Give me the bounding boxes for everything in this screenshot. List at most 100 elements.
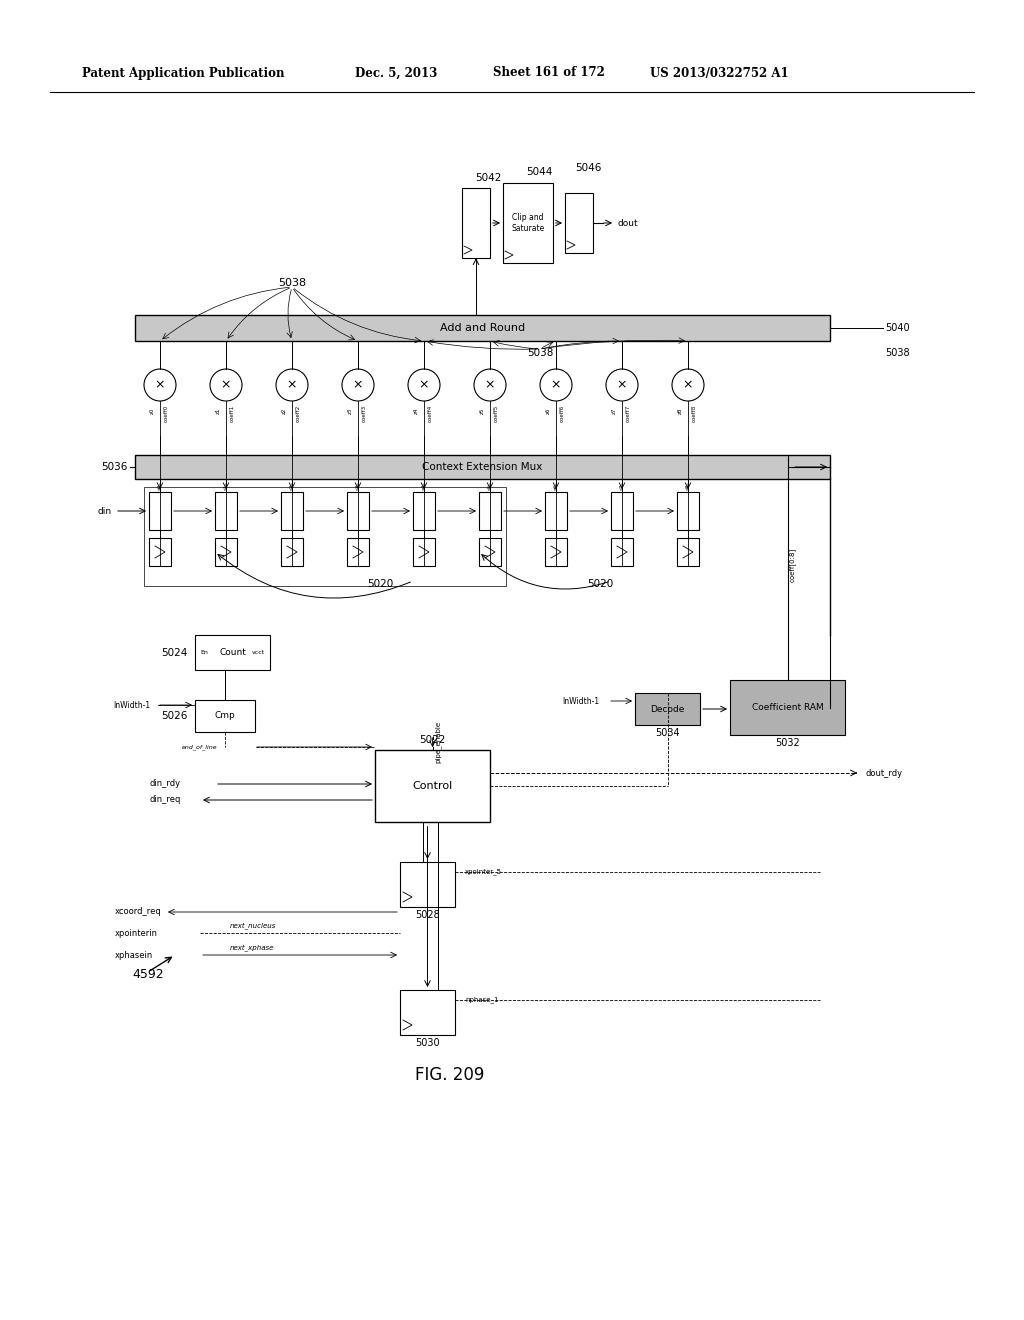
Text: z7: z7: [611, 408, 616, 414]
Text: coeff[0:8]: coeff[0:8]: [790, 548, 796, 582]
Bar: [400, 990, 455, 1035]
Text: coeff5: coeff5: [494, 404, 499, 421]
Bar: [730, 680, 845, 735]
Bar: [565, 193, 593, 253]
Text: En: En: [200, 649, 208, 655]
Bar: [150, 492, 171, 531]
Text: s2: s2: [290, 484, 295, 490]
Circle shape: [408, 370, 440, 401]
Bar: [413, 492, 435, 531]
Text: end_of_line: end_of_line: [182, 744, 218, 750]
Text: 5042: 5042: [475, 173, 502, 183]
Bar: [375, 750, 490, 822]
Text: s4: s4: [422, 484, 427, 490]
Text: s0: s0: [158, 484, 163, 490]
Text: 5038: 5038: [526, 348, 553, 358]
Text: coeff0: coeff0: [164, 404, 169, 421]
Bar: [413, 539, 435, 566]
Bar: [215, 539, 237, 566]
Text: 5038: 5038: [885, 348, 909, 358]
Text: s3: s3: [355, 484, 360, 490]
Text: 5026: 5026: [162, 711, 188, 721]
Text: dout_rdy: dout_rdy: [865, 768, 902, 777]
Text: coeff7: coeff7: [626, 404, 631, 421]
Text: next_nucleus: next_nucleus: [230, 923, 276, 929]
Bar: [281, 492, 303, 531]
Circle shape: [672, 370, 705, 401]
Text: 5046: 5046: [575, 162, 601, 173]
Text: ×: ×: [221, 379, 231, 392]
Text: InWidth-1: InWidth-1: [562, 697, 599, 705]
Text: s6: s6: [554, 484, 558, 490]
Text: 5044: 5044: [526, 168, 552, 177]
Text: din: din: [98, 507, 112, 516]
Text: FIG. 209: FIG. 209: [416, 1067, 484, 1084]
Text: 5032: 5032: [775, 738, 800, 748]
Text: din_req: din_req: [150, 796, 181, 804]
Bar: [195, 700, 255, 733]
Text: z2: z2: [282, 408, 287, 414]
Bar: [135, 455, 830, 479]
Text: s7: s7: [620, 484, 625, 490]
Text: s1: s1: [223, 484, 228, 490]
Text: z0: z0: [150, 408, 155, 414]
Circle shape: [474, 370, 506, 401]
Circle shape: [540, 370, 572, 401]
Text: 5028: 5028: [415, 909, 440, 920]
Text: z3: z3: [347, 408, 352, 414]
Text: nphase_1: nphase_1: [465, 997, 499, 1003]
Text: xcoord_req: xcoord_req: [115, 908, 162, 916]
Text: coeff6: coeff6: [559, 404, 564, 421]
Text: coeff4: coeff4: [427, 404, 432, 421]
Text: 5038: 5038: [278, 279, 306, 288]
Text: 4592: 4592: [132, 969, 164, 982]
Text: ×: ×: [484, 379, 496, 392]
Text: coeff8: coeff8: [691, 404, 696, 421]
Text: coeff1: coeff1: [229, 404, 234, 421]
Bar: [462, 187, 490, 257]
Text: ×: ×: [287, 379, 297, 392]
Text: ×: ×: [352, 379, 364, 392]
Text: Context Extension Mux: Context Extension Mux: [422, 462, 543, 473]
Text: dout: dout: [618, 219, 639, 227]
Text: z8: z8: [678, 408, 683, 414]
Text: xpointerin: xpointerin: [115, 928, 158, 937]
Bar: [347, 492, 369, 531]
Text: xpointer_5: xpointer_5: [465, 869, 502, 875]
Bar: [677, 539, 699, 566]
Circle shape: [144, 370, 176, 401]
Text: 5020: 5020: [587, 579, 613, 589]
Text: Dec. 5, 2013: Dec. 5, 2013: [355, 66, 437, 79]
Bar: [400, 862, 455, 907]
Text: InWidth-1: InWidth-1: [113, 701, 151, 710]
Circle shape: [342, 370, 374, 401]
Text: 5022: 5022: [419, 735, 445, 744]
Text: z1: z1: [215, 408, 220, 414]
Text: ×: ×: [616, 379, 628, 392]
Bar: [195, 635, 270, 671]
Text: 5034: 5034: [655, 729, 680, 738]
Text: din_rdy: din_rdy: [150, 780, 181, 788]
Bar: [347, 539, 369, 566]
Circle shape: [210, 370, 242, 401]
Bar: [150, 539, 171, 566]
Text: z4: z4: [414, 408, 419, 414]
Circle shape: [276, 370, 308, 401]
Text: vcct: vcct: [252, 649, 265, 655]
Text: z5: z5: [479, 408, 484, 414]
Text: Patent Application Publication: Patent Application Publication: [82, 66, 285, 79]
Text: 5024: 5024: [162, 648, 188, 657]
Text: coeff2: coeff2: [296, 404, 300, 421]
Bar: [281, 539, 303, 566]
Circle shape: [606, 370, 638, 401]
Text: Decode: Decode: [650, 705, 685, 714]
Text: ×: ×: [683, 379, 693, 392]
Bar: [135, 315, 830, 341]
Text: ×: ×: [155, 379, 165, 392]
Text: Add and Round: Add and Round: [440, 323, 525, 333]
Bar: [479, 492, 501, 531]
Text: pipe_enable: pipe_enable: [434, 721, 441, 763]
Text: Sheet 161 of 172: Sheet 161 of 172: [493, 66, 605, 79]
Text: Control: Control: [413, 781, 453, 791]
Text: next_xphase: next_xphase: [230, 945, 274, 952]
